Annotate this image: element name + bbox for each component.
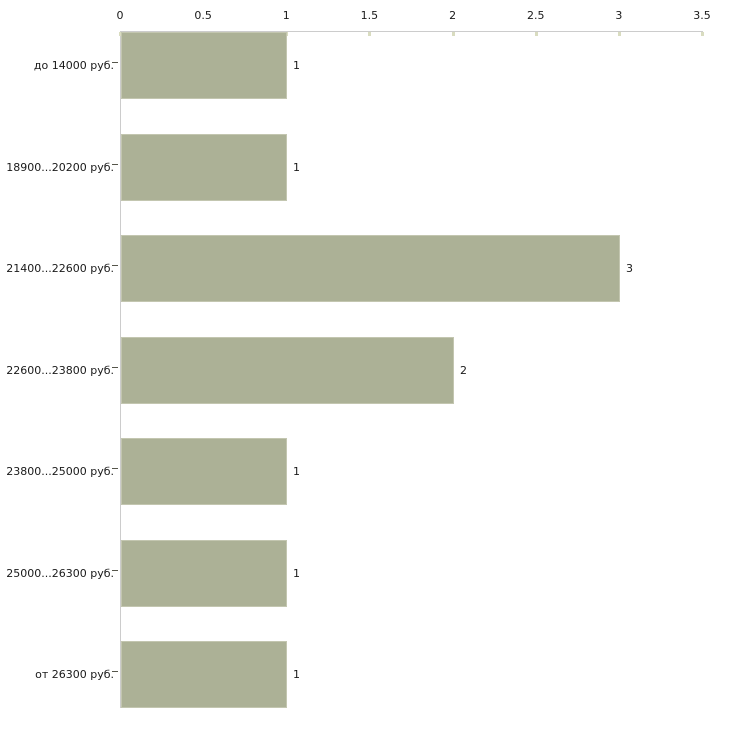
bar (121, 133, 287, 201)
category-label: до 14000 руб. (33, 59, 114, 72)
bar-value-label: 1 (293, 160, 300, 174)
x-axis-tick-label: 2.5 (526, 9, 545, 22)
category-label: от 26300 руб. (35, 668, 114, 681)
x-axis-tick-mark (119, 32, 122, 36)
x-axis-tick-label: 0 (116, 9, 124, 22)
bar-value-label: 1 (293, 59, 300, 72)
bar (121, 336, 454, 404)
bar-value-label: 1 (293, 668, 300, 681)
category-label: 21400...22600 руб. (6, 262, 114, 275)
bar (121, 539, 287, 607)
bar-value-label: 1 (293, 465, 300, 478)
x-axis-tick-label: 1.5 (360, 9, 379, 22)
x-axis-tick-label: 3.5 (693, 9, 711, 22)
bar (121, 32, 287, 99)
category-label: 22600...23800 руб. (6, 363, 114, 377)
bar (121, 235, 620, 302)
category-label: 18900...20200 руб. (6, 160, 114, 174)
x-axis-line (120, 31, 703, 32)
x-axis-tick-mark (617, 32, 621, 36)
bar-value-label: 3 (626, 262, 633, 275)
x-axis-tick-mark (368, 32, 372, 36)
category-tick-mark (112, 163, 118, 165)
bar (121, 438, 287, 505)
category-tick-mark (112, 569, 118, 571)
category-tick-mark (112, 62, 118, 63)
x-axis-tick-mark (451, 32, 455, 36)
bar (121, 641, 287, 708)
category-tick-mark (112, 265, 118, 266)
category-tick-mark (112, 671, 118, 672)
bar-value-label: 2 (460, 363, 467, 377)
category-label: 25000...26300 руб. (6, 566, 114, 580)
x-axis-tick-label: 1 (282, 9, 290, 22)
category-tick-mark (112, 468, 118, 469)
x-axis-tick-label: 2 (449, 9, 457, 22)
x-axis-tick-mark (701, 32, 704, 36)
x-axis-tick-mark (534, 32, 538, 36)
y-axis-line (120, 31, 121, 708)
x-axis-tick-label: 3 (615, 9, 623, 22)
category-tick-mark (112, 366, 118, 368)
x-axis-tick-label: 0.5 (194, 9, 212, 22)
bar-value-label: 1 (293, 566, 300, 580)
category-label: 23800...25000 руб. (6, 465, 114, 478)
